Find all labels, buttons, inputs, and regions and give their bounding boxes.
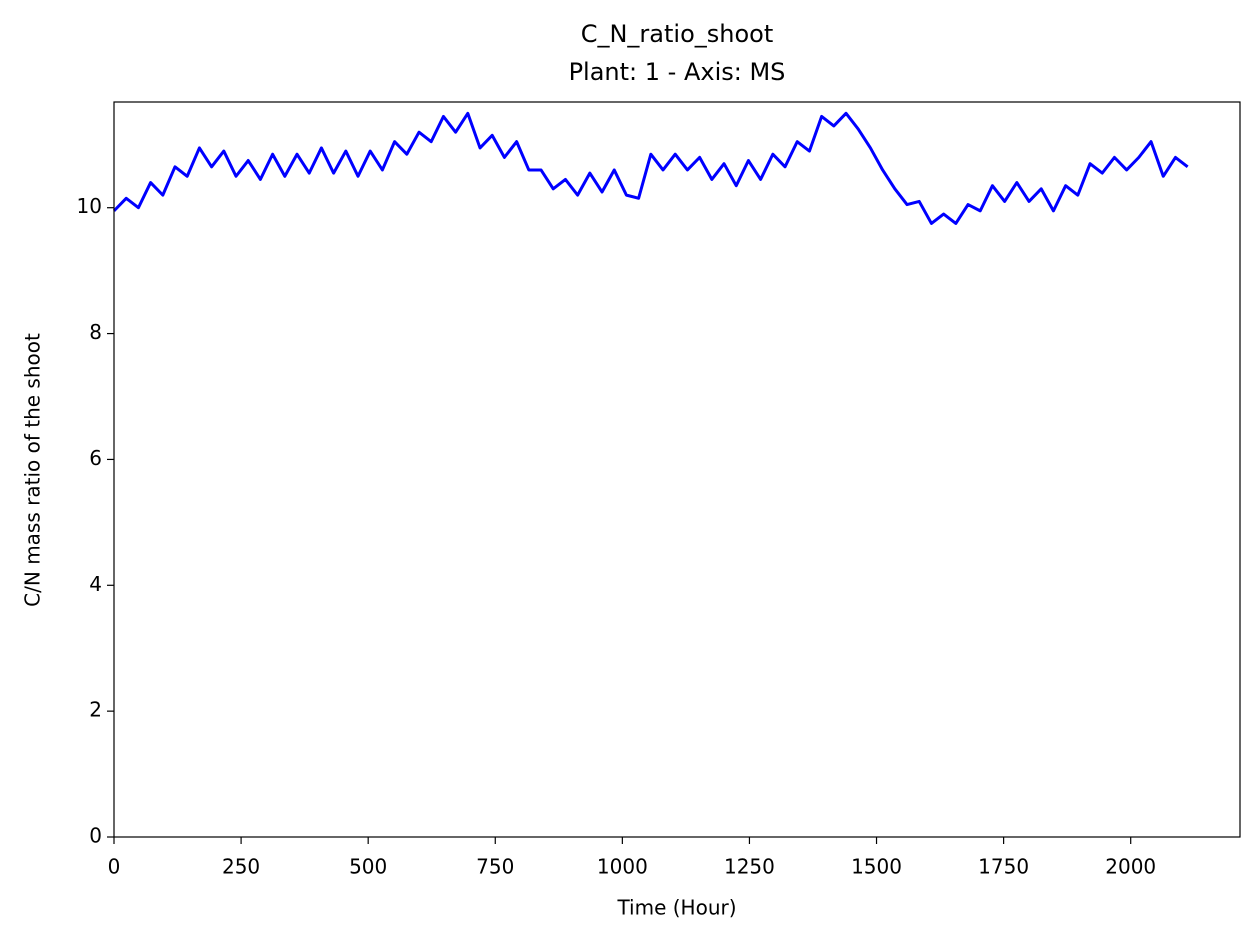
x-tick-label: 1250 (724, 855, 775, 879)
y-tick-label: 0 (89, 824, 102, 848)
y-tick-label: 8 (89, 320, 102, 344)
x-tick-label: 0 (108, 855, 121, 879)
x-tick-label: 750 (476, 855, 514, 879)
data-line (112, 111, 1189, 225)
x-axis-label: Time (Hour) (616, 896, 736, 920)
chart-subtitle: Plant: 1 - Axis: MS (569, 58, 786, 86)
y-tick-label: 2 (89, 698, 102, 722)
x-tick-label: 2000 (1105, 855, 1156, 879)
x-tick-label: 500 (349, 855, 387, 879)
y-axis-label: C/N mass ratio of the shoot (21, 333, 45, 607)
axes-frame (113, 101, 1241, 838)
x-tick-label: 1500 (851, 855, 902, 879)
x-tick-label: 250 (222, 855, 260, 879)
y-tick-label: 10 (77, 194, 102, 218)
y-tick-label: 6 (89, 446, 102, 470)
y-tick-label: 4 (89, 572, 102, 596)
x-tick-label: 1750 (978, 855, 1029, 879)
x-tick-label: 1000 (597, 855, 648, 879)
chart-title: C_N_ratio_shoot (581, 20, 774, 48)
